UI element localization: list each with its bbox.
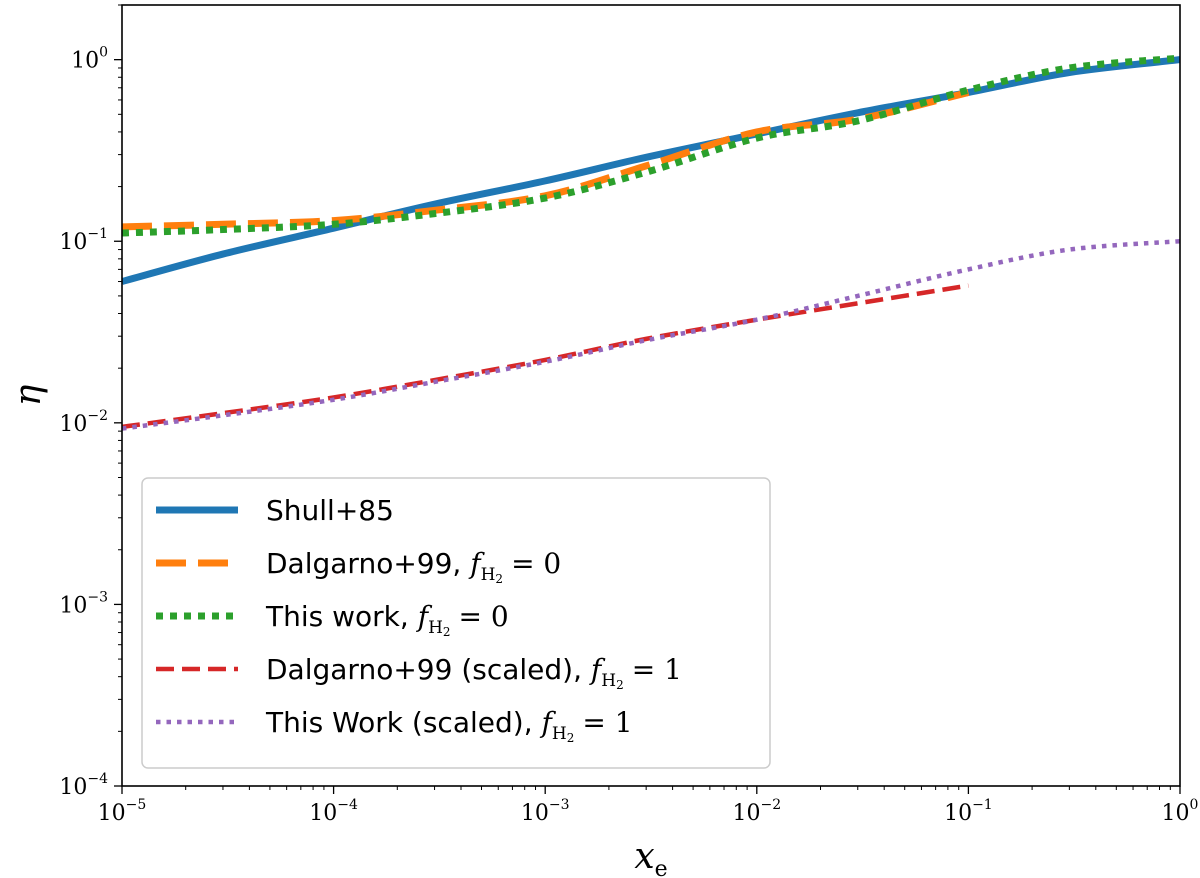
legend-label-2: Dalgarno+99, fH2 = 0 bbox=[266, 547, 561, 586]
y-axis-label: η bbox=[8, 384, 49, 406]
x-tick-label: 10−3 bbox=[521, 797, 570, 826]
x-axis-label-main: x bbox=[634, 836, 654, 877]
x-tick-label: 10−5 bbox=[98, 797, 147, 826]
x-tick-label: 10−1 bbox=[944, 797, 993, 826]
legend-box bbox=[141, 477, 771, 769]
tick-labels: 10−5 10−4 10−3 10−2 10−1 10010−410−310−210−11… bbox=[59, 45, 1198, 826]
y-tick-label: 10−3 bbox=[59, 589, 108, 618]
x-tick-label: 10−2 bbox=[732, 797, 781, 826]
x-axis-label-subscript: e bbox=[655, 857, 668, 878]
x-tick-label: 100 bbox=[1162, 797, 1199, 826]
y-tick-label: 10−4 bbox=[59, 771, 108, 800]
legend-label-4: Dalgarno+99 (scaled), fH2 = 1 bbox=[266, 653, 682, 692]
legend-label-3: This work, fH2 = 0 bbox=[265, 600, 509, 639]
y-tick-label: 10−1 bbox=[59, 226, 108, 255]
legend-label-1: Shull+85 bbox=[266, 494, 394, 527]
legend: Shull+85 Dalgarno+99, fH2 = 0 This work, fH… bbox=[141, 477, 771, 769]
x-tick-label: 10−4 bbox=[309, 797, 358, 826]
major-ticks bbox=[114, 59, 1181, 794]
x-axis-label: xe bbox=[634, 836, 667, 878]
y-tick-label: 100 bbox=[71, 45, 108, 74]
series-line-4 bbox=[122, 283, 969, 430]
series-line-5 bbox=[122, 239, 1180, 431]
plot-frame bbox=[121, 4, 1181, 787]
series-layer bbox=[122, 54, 1180, 431]
y-tick-label: 10−2 bbox=[59, 408, 108, 437]
series-line-1 bbox=[122, 56, 1180, 285]
